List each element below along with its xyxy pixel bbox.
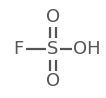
Text: S: S <box>47 40 59 58</box>
Text: O: O <box>46 8 60 26</box>
Text: OH: OH <box>73 40 101 58</box>
Text: F: F <box>14 40 24 58</box>
Text: O: O <box>46 72 60 90</box>
